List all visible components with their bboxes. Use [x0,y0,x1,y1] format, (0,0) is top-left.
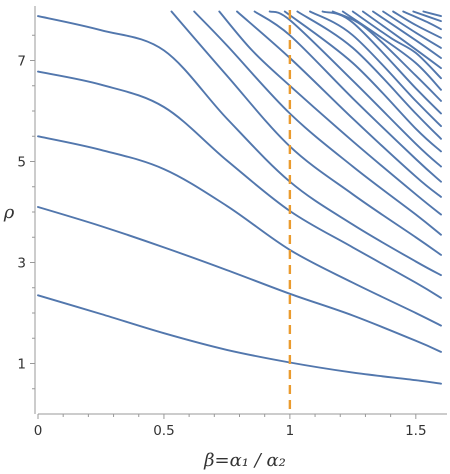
contour-line-9 [236,10,442,198]
x-tick-label: 1 [286,423,295,439]
contour-line-14 [309,10,442,128]
contour-line-18 [351,10,442,80]
contour-line-10 [253,10,442,183]
contour-line-11 [268,10,442,168]
x-axis-label: β=α₁ / α₂ [203,450,286,471]
contour-line-16 [331,10,442,102]
contour-line-20 [372,10,442,59]
x-tick-label: 0 [34,423,43,439]
x-tick-label: 0.5 [153,423,174,439]
contour-line-22 [392,10,442,39]
contour-line-19 [361,10,442,70]
curve-layer [37,10,442,385]
x-tick-label: 1.5 [405,423,426,439]
contour-line-1 [37,294,442,385]
contour-line-12 [283,10,442,153]
contour-line-6 [170,10,442,256]
contour-line-2 [37,206,442,353]
y-ticks: 1 3 5 7 [17,34,35,390]
y-tick-label: 3 [17,256,26,272]
contour-line-23 [402,10,442,31]
contour-line-13 [296,10,442,140]
y-axis-label: ρ [3,202,15,223]
y-tick-label: 5 [17,155,26,171]
contour-line-21 [382,10,442,49]
contour-line-24 [412,10,442,23]
contour-line-17 [341,10,442,91]
contour-line-25 [422,10,442,18]
contour-line-5 [37,15,442,277]
y-tick-label: 7 [17,54,26,70]
contour-line-8 [218,10,442,216]
x-ticks: 0 0.5 1 1.5 [34,414,427,439]
contour-line-4 [37,70,442,299]
contour-line-3 [37,135,442,327]
contour-line-7 [193,10,442,236]
y-tick-label: 1 [17,357,26,373]
